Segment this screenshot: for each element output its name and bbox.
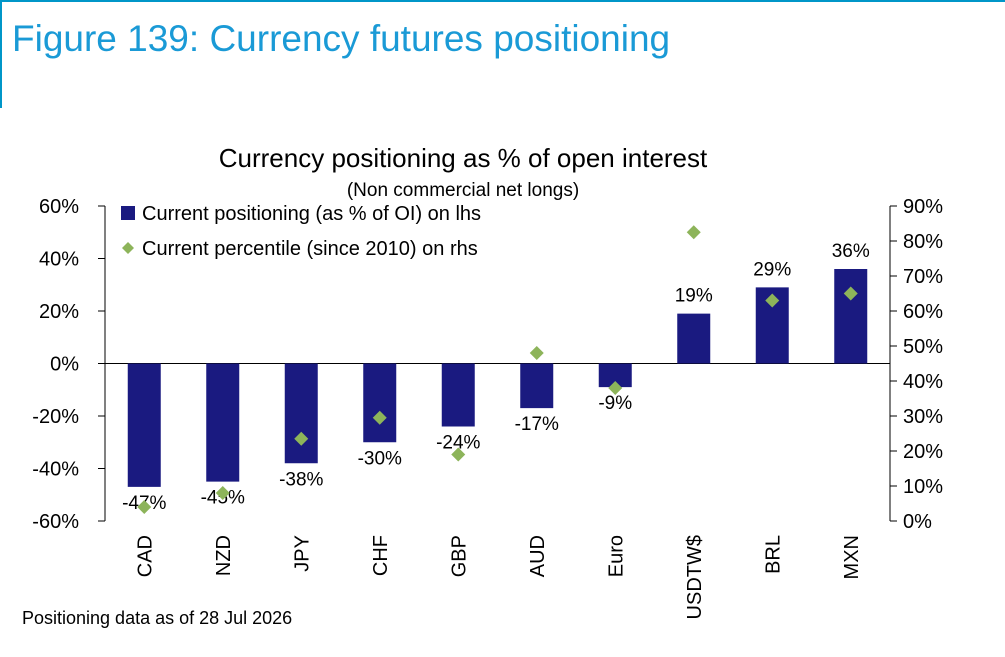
y-right-tick-label: 40% (903, 371, 943, 393)
bar (127, 363, 161, 487)
figure-title: Figure 139: Currency futures positioning (12, 18, 671, 59)
bar (363, 363, 397, 443)
legend-label-bar: Current positioning (as % of OI) on lhs (142, 203, 481, 225)
x-tick-label: CAD (134, 535, 156, 577)
x-tick-label: GBP (448, 535, 470, 577)
percentile-marker (686, 225, 701, 240)
percentile-marker (215, 486, 230, 500)
y-left-tick-label: -20% (32, 406, 79, 428)
percentile-marker (294, 431, 309, 446)
percentile-marker (529, 346, 544, 360)
y-left-tick-label: 40% (39, 249, 79, 271)
bar-data-label: 36% (832, 241, 870, 262)
percentile-marker (843, 286, 858, 301)
x-tick-label: Euro (605, 535, 627, 577)
x-tick-label: USDTW$ (684, 535, 706, 619)
bar-data-label: 29% (753, 259, 791, 280)
y-left-tick-label: -40% (32, 459, 79, 481)
bar-data-label: -9% (598, 393, 632, 414)
x-tick-label: BRL (762, 535, 784, 574)
bar-data-label: -30% (358, 448, 402, 469)
x-tick-label: NZD (213, 535, 235, 576)
bar (284, 363, 318, 464)
bar (598, 363, 632, 388)
y-left-tick-label: 60% (39, 196, 79, 218)
y-right-tick-label: 80% (903, 231, 943, 253)
percentile-marker (451, 447, 466, 462)
legend-swatch-bar (121, 206, 135, 220)
y-right-tick-label: 10% (903, 476, 943, 498)
bar (206, 363, 240, 482)
bar (677, 313, 711, 364)
percentile-marker (137, 500, 152, 514)
chart-title: Currency positioning as % of open intere… (219, 143, 708, 173)
x-tick-label: JPY (291, 535, 313, 572)
y-right-tick-label: 50% (903, 336, 943, 358)
y-right-tick-label: 30% (903, 406, 943, 428)
y-right-tick-label: 90% (903, 196, 943, 218)
percentile-marker (765, 293, 780, 308)
y-left-tick-label: -60% (32, 511, 79, 533)
x-tick-label: CHF (370, 535, 392, 576)
x-tick-label: AUD (527, 535, 549, 577)
header-top-rule (0, 0, 1005, 2)
x-tick-label: MXN (841, 535, 863, 579)
y-right-tick-label: 0% (903, 511, 932, 533)
footnote: Positioning data as of 28 Jul 2026 (22, 608, 293, 628)
percentile-marker (372, 410, 387, 425)
y-right-tick-label: 60% (903, 301, 943, 323)
bar-data-label: -38% (279, 469, 323, 490)
y-right-tick-label: 20% (903, 441, 943, 463)
legend-label-marker: Current percentile (since 2010) on rhs (142, 238, 478, 260)
legend-swatch-marker (122, 242, 134, 254)
figure-header: Figure 139: Currency futures positioning (0, 0, 1005, 110)
chart-subtitle: (Non commercial net longs) (347, 180, 579, 201)
bar (520, 363, 554, 409)
bar-data-label: 19% (675, 286, 713, 307)
bar-data-label: -17% (515, 414, 559, 435)
header-left-rule (0, 0, 2, 108)
bar (441, 363, 475, 427)
y-right-tick-label: 70% (903, 266, 943, 288)
percentile-marker (608, 381, 623, 395)
y-left-tick-label: 20% (39, 301, 79, 323)
y-left-tick-label: 0% (50, 354, 79, 376)
bar (834, 269, 868, 364)
bar-data-label: -24% (436, 433, 480, 454)
